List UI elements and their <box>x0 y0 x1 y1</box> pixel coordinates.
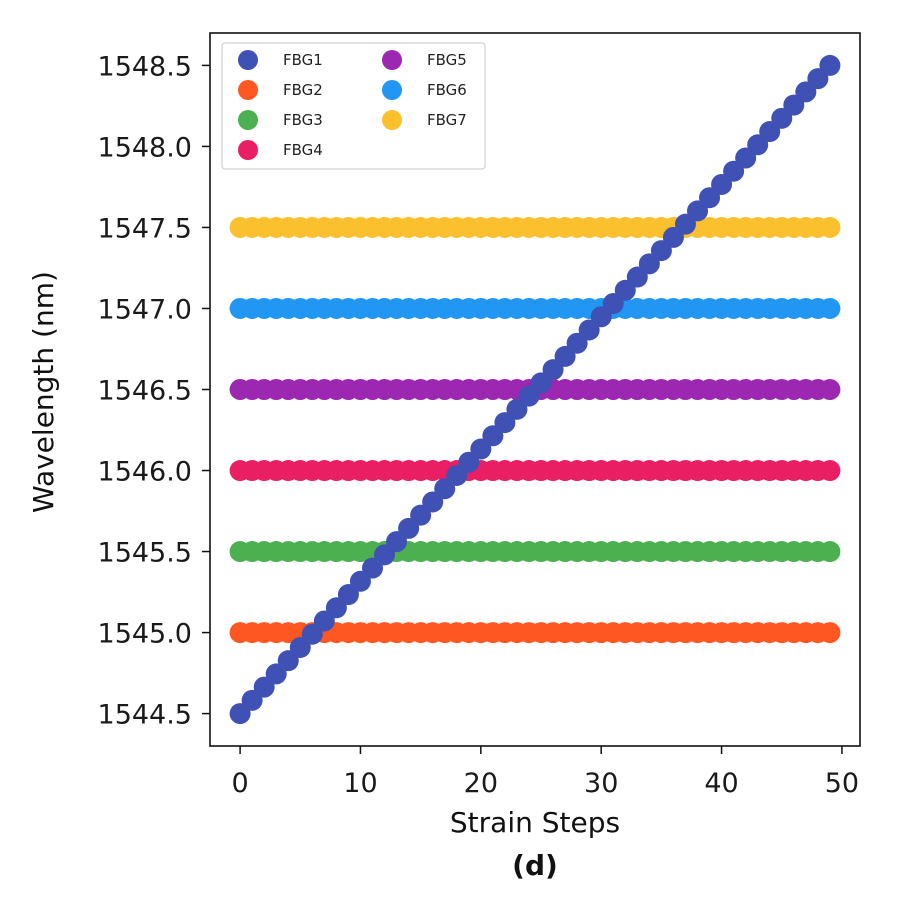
x-tick-label: 10 <box>343 768 377 799</box>
legend-marker <box>238 140 258 160</box>
series-fbg4 <box>229 460 841 482</box>
legend-marker <box>382 50 402 70</box>
legend-marker <box>382 110 402 130</box>
y-tick-label: 1546.0 <box>98 457 192 488</box>
y-tick-label: 1544.5 <box>98 700 192 731</box>
data-point-fbg3 <box>819 541 841 563</box>
y-tick-label: 1547.0 <box>98 294 192 325</box>
legend-item-fbg4: FBG4 <box>238 140 323 160</box>
legend-label: FBG2 <box>283 81 323 99</box>
data-point-fbg7 <box>819 216 841 238</box>
legend-box <box>221 42 486 170</box>
y-tick-label: 1546.5 <box>98 376 192 407</box>
legend-label: FBG4 <box>283 141 323 159</box>
x-tick-label: 50 <box>825 768 859 799</box>
legend-marker <box>238 110 258 130</box>
legend-marker <box>238 80 258 100</box>
x-tick-label: 0 <box>231 768 248 799</box>
x-axis-label: Strain Steps <box>450 806 620 839</box>
data-point-fbg4 <box>819 460 841 482</box>
legend-label: FBG6 <box>427 81 467 99</box>
ticks: 0 10 20 30 40 50 1544.5 1545.0 1545.5 1546.0 1546.… <box>98 51 860 799</box>
y-tick-label: 1547.5 <box>98 213 192 244</box>
series-fbg7 <box>229 216 841 238</box>
legend-marker <box>382 80 402 100</box>
y-tick-label: 1548.5 <box>98 51 192 82</box>
legend-label: FBG5 <box>427 51 467 69</box>
legend-label: FBG7 <box>427 111 467 129</box>
y-axis-label: Wavelength (nm) <box>27 271 60 513</box>
legend-item-fbg5: FBG5 <box>382 50 467 70</box>
data-point-fbg2 <box>819 622 841 644</box>
y-tick-label: 1548.0 <box>98 132 192 163</box>
series-fbg5 <box>229 379 841 400</box>
x-tick-label: 40 <box>704 768 738 799</box>
legend: FBG1 FBG2 FBG3 FBG4 FBG5 FBG6 FBG7 <box>221 42 486 170</box>
series-fbg1 <box>229 54 841 725</box>
series-fbg2 <box>229 622 841 644</box>
x-tick-label: 20 <box>464 768 498 799</box>
data-points <box>229 54 841 725</box>
data-point-fbg1 <box>819 54 841 76</box>
legend-label: FBG3 <box>283 111 323 129</box>
legend-item-fbg6: FBG6 <box>382 80 467 100</box>
legend-item-fbg7: FBG7 <box>382 110 467 130</box>
series-fbg6 <box>229 297 841 319</box>
legend-label: FBG1 <box>283 51 323 69</box>
data-point-fbg6 <box>819 297 841 319</box>
x-tick-label: 30 <box>584 768 618 799</box>
legend-marker <box>238 50 258 70</box>
legend-item-fbg1: FBG1 <box>238 50 323 70</box>
data-point-fbg5 <box>819 379 841 400</box>
y-tick-label: 1545.5 <box>98 538 192 569</box>
y-tick-label: 1545.0 <box>98 619 192 650</box>
legend-item-fbg3: FBG3 <box>238 110 323 130</box>
series-fbg3 <box>229 541 841 563</box>
panel-label: (d) <box>512 849 558 882</box>
legend-item-fbg2: FBG2 <box>238 80 323 100</box>
